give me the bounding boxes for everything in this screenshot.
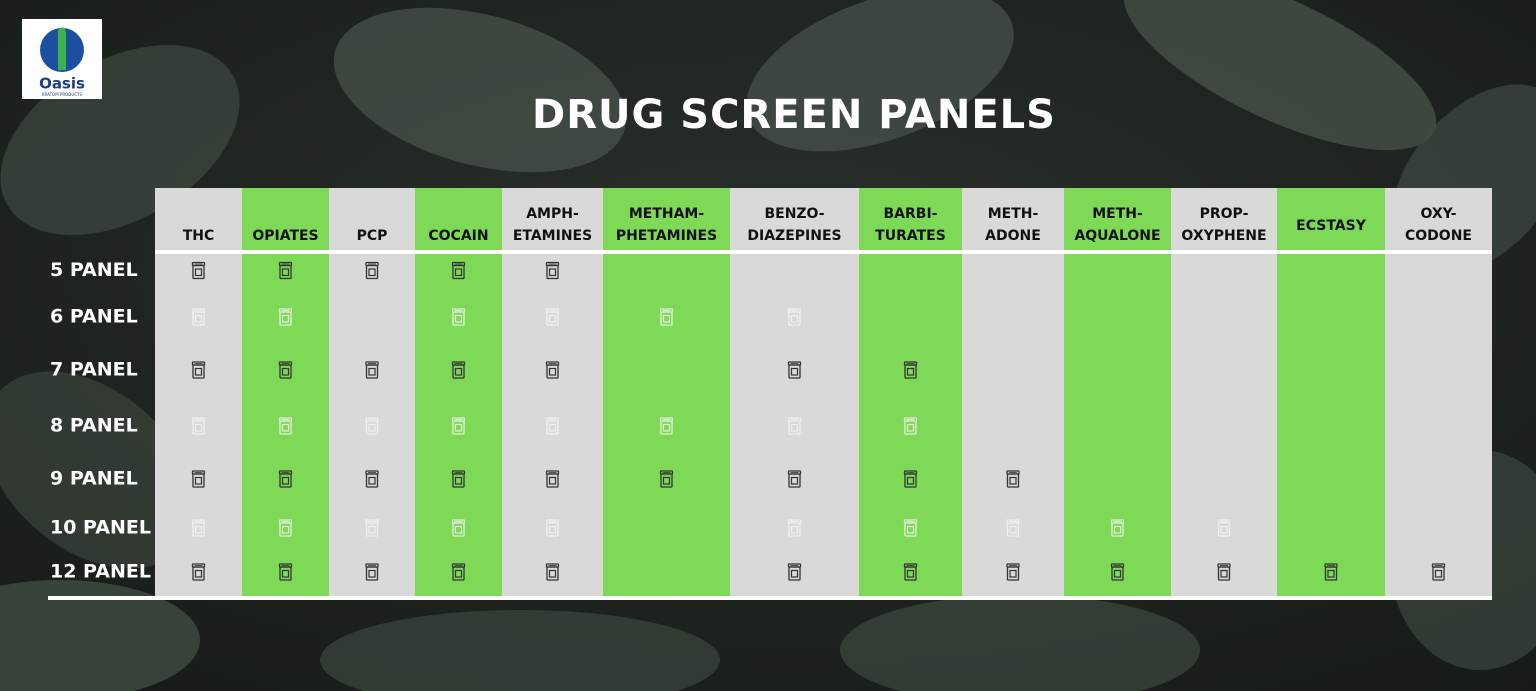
column-header: METH- [1092, 206, 1143, 222]
row-label: 6 PANEL [50, 306, 138, 328]
column-header: CODONE [1405, 228, 1472, 244]
table: THC OPIATES PCP COCAIN AMPH- ETAMINES METHAM- P… [48, 188, 1492, 600]
header-rule [155, 250, 1492, 254]
logo: Oasis KRATOM PRODUCTS [22, 19, 102, 99]
column-header: METH- [988, 206, 1039, 222]
column-header: BENZO- [764, 206, 824, 222]
table-row: 12 PANEL [50, 561, 1446, 583]
logo-leaf [58, 27, 66, 70]
column [502, 188, 603, 596]
table-row: 10 PANEL [50, 517, 1231, 539]
column-header: OPIATES [252, 228, 318, 244]
column-header: COCAIN [428, 228, 488, 244]
column-header: TURATES [875, 228, 946, 244]
row-label: 12 PANEL [50, 561, 151, 583]
column-header: BARBI- [884, 206, 938, 222]
logo-name: Oasis [39, 75, 85, 93]
column [603, 188, 730, 596]
table-row: 8 PANEL [50, 415, 918, 437]
table-row: 6 PANEL [50, 306, 802, 328]
column-header: PHETAMINES [616, 228, 717, 244]
column-header: OXYPHENE [1181, 228, 1266, 244]
column [730, 188, 859, 596]
column-header: AQUALONE [1074, 228, 1160, 244]
table-row: 9 PANEL [50, 468, 1020, 490]
column [155, 188, 242, 596]
table-row: 7 PANEL [50, 359, 918, 381]
column-header: THC [183, 228, 215, 244]
row-label: 5 PANEL [50, 259, 138, 281]
logo-tagline: KRATOM PRODUCTS [42, 92, 83, 97]
bottom-rule [48, 596, 1492, 600]
column-header: AMPH- [526, 206, 579, 222]
column [415, 188, 502, 596]
column-header: ECSTASY [1296, 218, 1367, 234]
column-header: ADONE [985, 228, 1041, 244]
row-label: 9 PANEL [50, 468, 138, 490]
column [1385, 188, 1492, 596]
column-header: OXY- [1420, 206, 1456, 222]
column [242, 188, 329, 596]
column [962, 188, 1064, 596]
table-row: 5 PANEL [50, 259, 560, 281]
column-header: PROP- [1200, 206, 1249, 222]
row-label: 10 PANEL [50, 517, 151, 539]
row-label: 7 PANEL [50, 359, 138, 381]
column-header: DIAZEPINES [747, 228, 841, 244]
column [1171, 188, 1277, 596]
column [1064, 188, 1171, 596]
column [329, 188, 415, 596]
column-header: PCP [357, 228, 388, 244]
column [1277, 188, 1385, 596]
column-header: ETAMINES [513, 228, 592, 244]
title: DRUG SCREEN PANELS [532, 92, 1056, 138]
column-header: METHAM- [629, 206, 705, 222]
column [859, 188, 962, 596]
row-label: 8 PANEL [50, 415, 138, 437]
